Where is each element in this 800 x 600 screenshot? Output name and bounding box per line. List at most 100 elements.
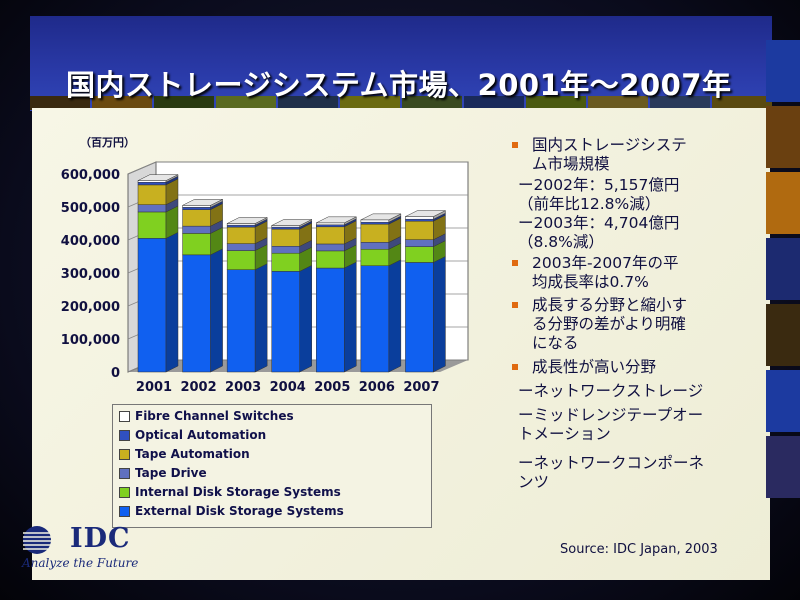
bar-segment-side: [344, 261, 357, 373]
bar-segment: [271, 246, 300, 254]
bar-top: [360, 213, 401, 221]
x-tick-label: 2002: [180, 380, 216, 395]
bar-segment: [360, 223, 390, 243]
bar-segment: [405, 246, 434, 263]
legend-label: Tape Automation: [135, 447, 250, 461]
bar-segment: [316, 243, 345, 252]
legend-swatch: [119, 487, 130, 498]
bar-top: [405, 210, 446, 217]
y-tick-label: 500,000: [61, 201, 120, 216]
bullet-square-icon: [512, 142, 518, 148]
bar-segment: [316, 267, 345, 373]
bullet-text: 成長する分野と縮小す る分野の差がより明確 になる: [532, 296, 688, 352]
bar-segment: [360, 221, 390, 225]
bar-segment-side: [433, 256, 446, 373]
chart-legend: Fibre Channel Switches Optical Automation…: [112, 404, 432, 528]
legend-label: Tape Drive: [135, 466, 207, 480]
sub-network-storage: ーネットワークストレージ: [518, 382, 704, 400]
x-tick-label: 2001: [136, 380, 172, 395]
bar-segment: [360, 265, 390, 373]
bar-segment: [182, 233, 211, 256]
legend-item: Tape Drive: [119, 464, 207, 482]
bar-segment: [226, 224, 256, 228]
bar-top: [227, 217, 268, 224]
bullet-text: 2003年-2007年の平 均成長率は0.7%: [532, 254, 679, 291]
legend-item: Fibre Channel Switches: [119, 407, 294, 425]
bar-segment: [137, 204, 167, 213]
x-tick-label: 2007: [403, 380, 439, 395]
bar-segment: [226, 243, 256, 251]
bar-segment: [360, 242, 390, 250]
bar-segment: [405, 262, 434, 373]
bar-segment-side: [210, 248, 223, 373]
slide-title: 国内ストレージシステム市場、2001年～2007年: [66, 68, 732, 102]
bar-segment: [226, 269, 256, 373]
bar-segment: [405, 239, 434, 247]
bullet-square-icon: [512, 364, 518, 370]
y-tick-label: 300,000: [61, 267, 120, 282]
legend-swatch: [119, 506, 130, 517]
bar-segment: [182, 207, 211, 210]
legend-label: Optical Automation: [135, 428, 267, 442]
source-note: Source: IDC Japan, 2003: [560, 542, 718, 557]
bar-segment: [316, 250, 345, 269]
bar-segment: [137, 184, 167, 205]
side-tile: [766, 370, 800, 432]
legend-swatch: [119, 468, 130, 479]
bullet-square-icon: [512, 260, 518, 266]
y-tick-label: 400,000: [61, 234, 120, 249]
side-tile: [766, 40, 800, 102]
globe-icon: [23, 526, 51, 554]
bar-top: [182, 199, 223, 206]
bar-segment: [405, 218, 434, 222]
bullet-square-icon: [512, 302, 518, 308]
y-tick-label: 100,000: [61, 333, 120, 348]
bar-segment: [316, 226, 345, 245]
bar-segment: [316, 222, 345, 226]
x-tick-label: 2004: [270, 380, 306, 395]
sub-network-components: ーネットワークコンポーネ ンツ: [518, 454, 705, 491]
bar-top: [271, 219, 312, 226]
bar-segment-side: [299, 264, 312, 373]
bar-segment: [182, 254, 211, 373]
legend-label: External Disk Storage Systems: [135, 504, 344, 518]
y-tick-label: 0: [111, 366, 120, 381]
bar-segment: [271, 226, 300, 230]
legend-label: Fibre Channel Switches: [135, 409, 294, 423]
bar-segment: [316, 224, 345, 228]
sub-midrange-tape: ーミッドレンジテープオー トメーション: [518, 406, 704, 443]
legend-swatch: [119, 411, 130, 422]
bar-segment: [271, 228, 300, 247]
legend-swatch: [119, 449, 130, 460]
bar-segment: [182, 205, 211, 208]
slide-header: [30, 16, 772, 111]
x-tick-label: 2006: [359, 380, 395, 395]
logo-tagline: Analyze the Future: [22, 556, 139, 570]
bar-segment: [271, 271, 300, 373]
legend-item: Internal Disk Storage Systems: [119, 483, 341, 501]
side-tile: [766, 172, 800, 234]
side-tile: [766, 436, 800, 498]
logo-wordmark: IDC: [70, 523, 131, 554]
bullet-text: 国内ストレージシステ ム市場規模: [532, 136, 687, 173]
legend-item: Tape Automation: [119, 445, 250, 463]
bar-segment: [137, 211, 167, 239]
legend-label: Internal Disk Storage Systems: [135, 485, 341, 499]
side-tile: [766, 238, 800, 300]
legend-swatch: [119, 430, 130, 441]
bar-segment: [182, 209, 211, 227]
bar-segment-side: [254, 263, 268, 373]
bar-segment: [137, 182, 167, 186]
side-tile: [766, 106, 800, 168]
bar-segment: [360, 219, 390, 223]
side-tile: [766, 304, 800, 366]
bar-segment: [405, 216, 434, 220]
bar-segment-side: [388, 259, 402, 373]
y-tick-label: 600,000: [61, 168, 120, 183]
legend-item: Optical Automation: [119, 426, 266, 444]
x-tick-label: 2005: [314, 380, 350, 395]
x-tick-label: 2003: [225, 380, 261, 395]
y-tick-label: 200,000: [61, 300, 120, 315]
bar-segment: [271, 252, 300, 272]
y-axis-label: （百万円）: [80, 136, 135, 149]
